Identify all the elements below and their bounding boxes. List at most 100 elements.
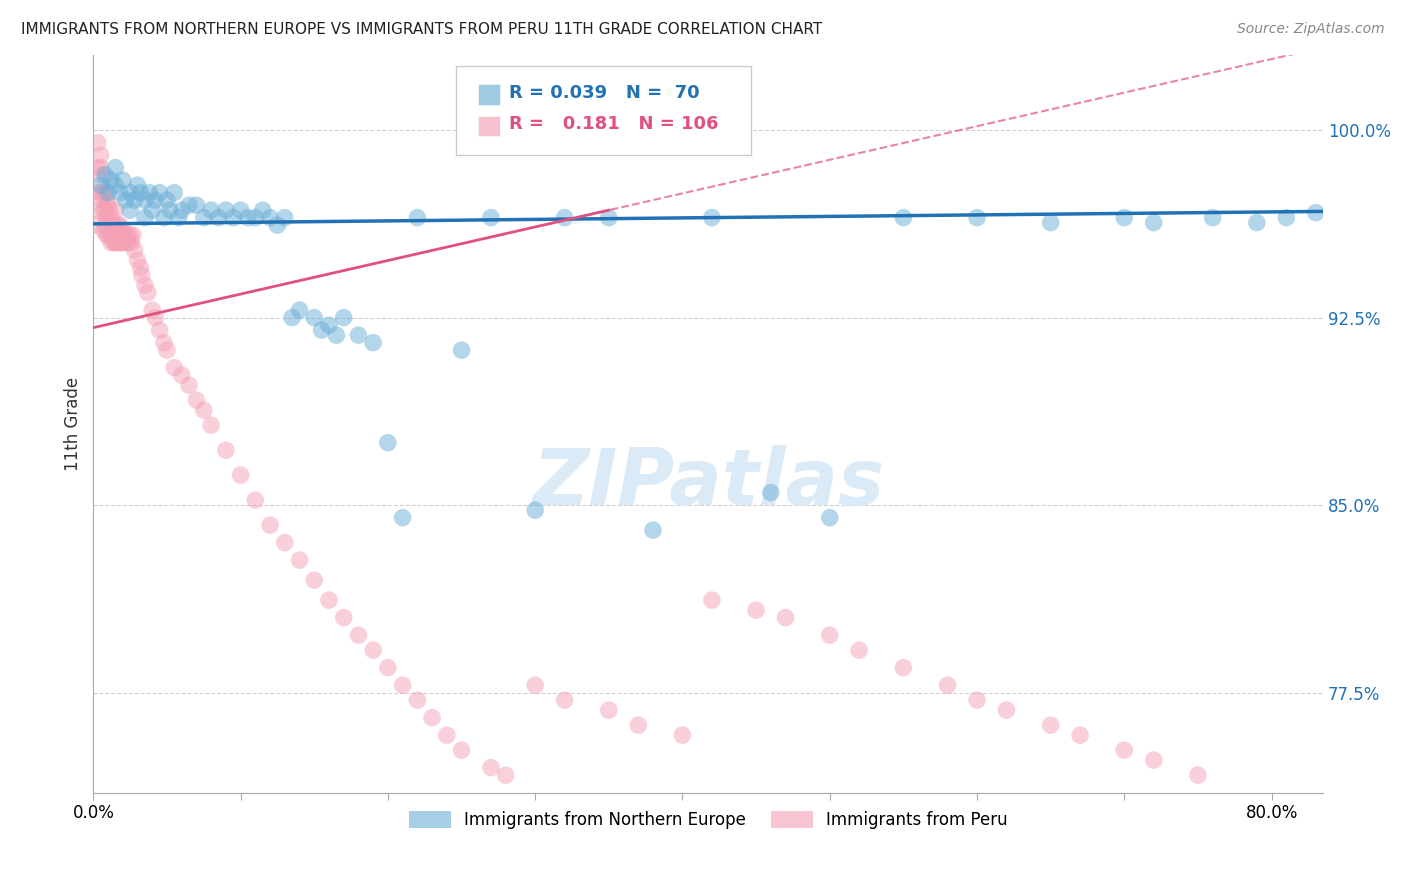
Point: [89, 186, 111, 200]
Point: [266, 218, 288, 232]
Point: [100, 173, 122, 187]
Point: [936, 678, 959, 692]
Point: [100, 235, 122, 250]
Point: [108, 218, 131, 232]
Point: [143, 310, 166, 325]
Point: [149, 186, 172, 200]
Point: [598, 211, 620, 225]
Point: [98, 218, 121, 232]
Point: [127, 253, 149, 268]
Point: [134, 278, 156, 293]
Point: [105, 235, 128, 250]
Text: IMMIGRANTS FROM NORTHERN EUROPE VS IMMIGRANTS FROM PERU 11TH GRADE CORRELATION C: IMMIGRANTS FROM NORTHERN EUROPE VS IMMIG…: [21, 22, 823, 37]
Point: [94, 203, 117, 218]
Point: [149, 323, 172, 337]
Point: [167, 211, 190, 225]
Point: [111, 173, 134, 187]
Point: [193, 211, 215, 225]
Point: [325, 328, 347, 343]
Point: [93, 203, 115, 218]
Point: [93, 186, 115, 200]
Point: [1114, 743, 1136, 757]
Point: [818, 628, 841, 642]
Point: [332, 610, 354, 624]
Point: [159, 203, 181, 218]
Point: [193, 403, 215, 417]
Point: [114, 193, 136, 207]
Point: [100, 228, 122, 243]
Point: [524, 503, 547, 517]
Point: [90, 178, 112, 193]
Point: [245, 493, 267, 508]
Point: [495, 768, 517, 782]
Point: [91, 168, 114, 182]
Point: [450, 343, 472, 358]
Point: [101, 228, 124, 243]
Point: [103, 218, 125, 232]
FancyBboxPatch shape: [456, 66, 751, 154]
Point: [361, 643, 384, 657]
Y-axis label: 11th Grade: 11th Grade: [65, 376, 82, 471]
Point: [136, 285, 159, 300]
Point: [304, 573, 326, 587]
Point: [966, 693, 988, 707]
Point: [138, 186, 160, 200]
Point: [124, 193, 146, 207]
Point: [288, 553, 311, 567]
Point: [105, 223, 128, 237]
Point: [120, 186, 142, 200]
Point: [1039, 718, 1062, 732]
Point: [127, 178, 149, 193]
Point: [207, 211, 229, 225]
Point: [215, 203, 238, 218]
Point: [406, 693, 429, 707]
Point: [252, 203, 274, 218]
Point: [143, 193, 166, 207]
Point: [1305, 205, 1327, 219]
Point: [153, 211, 176, 225]
Point: [775, 610, 797, 624]
Point: [391, 678, 413, 692]
Point: [114, 235, 136, 250]
Point: [450, 743, 472, 757]
Point: [131, 268, 153, 282]
Point: [436, 728, 458, 742]
Point: [236, 211, 259, 225]
Point: [200, 203, 222, 218]
Point: [87, 161, 110, 175]
Point: [377, 435, 399, 450]
Point: [311, 323, 333, 337]
Point: [671, 728, 693, 742]
Point: [554, 211, 576, 225]
Point: [134, 211, 156, 225]
FancyBboxPatch shape: [478, 84, 501, 104]
Point: [170, 203, 193, 218]
Point: [966, 211, 988, 225]
Point: [141, 203, 163, 218]
Point: [554, 693, 576, 707]
Text: Source: ZipAtlas.com: Source: ZipAtlas.com: [1237, 22, 1385, 37]
Point: [893, 211, 915, 225]
Point: [104, 228, 127, 243]
Point: [90, 148, 112, 162]
Point: [627, 718, 650, 732]
Point: [1275, 211, 1298, 225]
Point: [318, 593, 340, 607]
Point: [222, 211, 245, 225]
Point: [104, 161, 127, 175]
FancyBboxPatch shape: [478, 116, 501, 136]
Point: [995, 703, 1018, 717]
Legend: Immigrants from Northern Europe, Immigrants from Peru: Immigrants from Northern Europe, Immigra…: [402, 805, 1014, 836]
Point: [108, 235, 131, 250]
Point: [96, 211, 118, 225]
Point: [96, 193, 118, 207]
Point: [177, 198, 200, 212]
Point: [90, 161, 112, 175]
Point: [304, 310, 326, 325]
Point: [90, 186, 112, 200]
Point: [700, 593, 723, 607]
Point: [93, 223, 115, 237]
Point: [259, 518, 281, 533]
Point: [129, 260, 152, 275]
Point: [107, 218, 129, 232]
